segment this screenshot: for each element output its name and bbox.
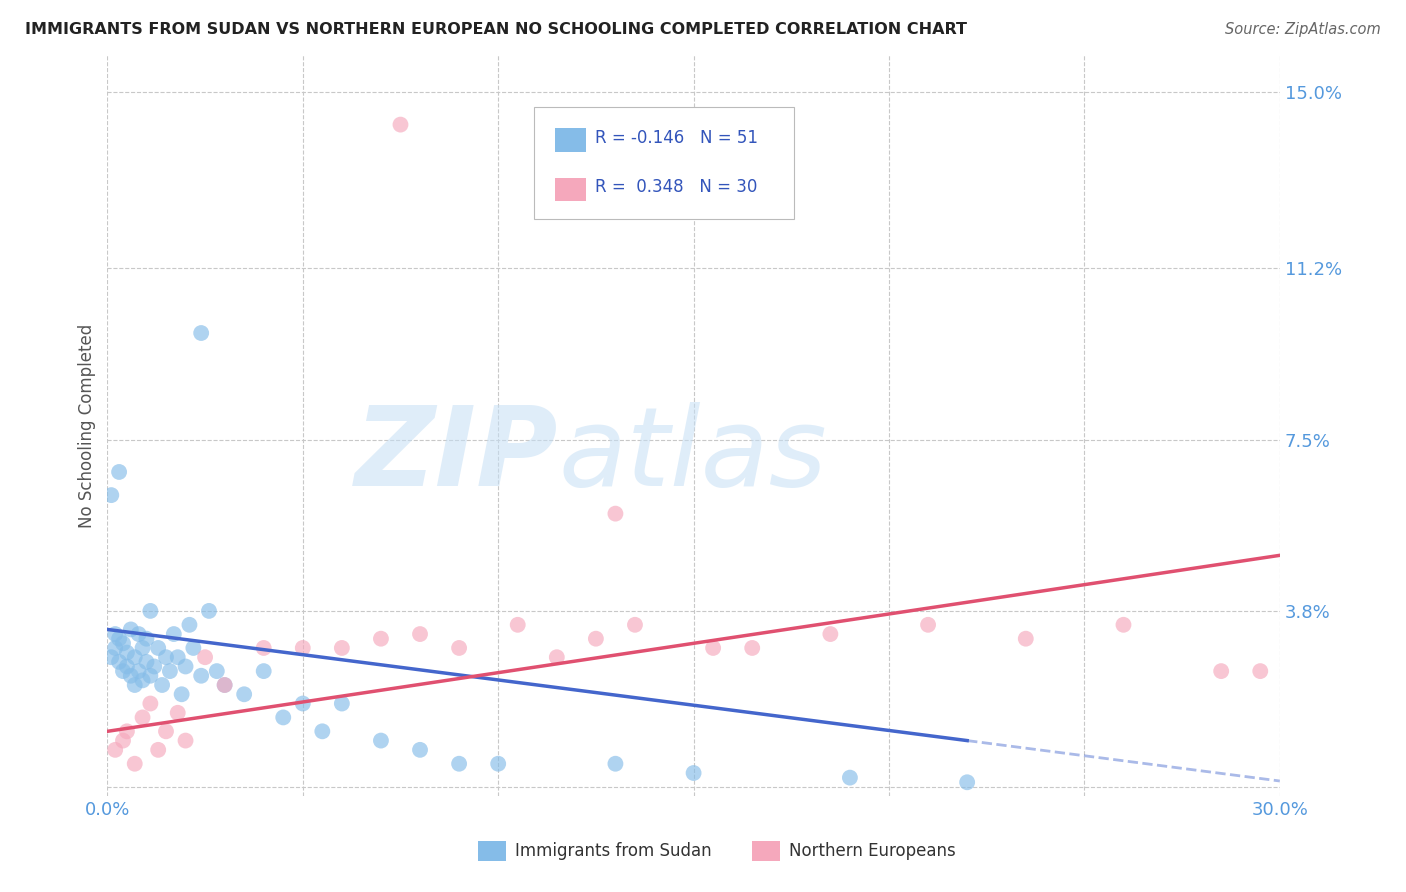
- Point: [139, 604, 162, 618]
- Point: [741, 640, 763, 655]
- Point: [104, 627, 127, 641]
- Point: [131, 640, 153, 655]
- Point: [449, 640, 471, 655]
- Point: [115, 724, 138, 739]
- Point: [605, 507, 627, 521]
- Y-axis label: No Schooling Completed: No Schooling Completed: [79, 324, 96, 528]
- Text: ZIP: ZIP: [356, 401, 558, 508]
- Point: [104, 743, 127, 757]
- Point: [449, 756, 471, 771]
- Point: [131, 710, 153, 724]
- Point: [183, 640, 205, 655]
- Point: [128, 627, 150, 641]
- Point: [198, 604, 221, 618]
- Point: [917, 617, 939, 632]
- Point: [271, 710, 294, 724]
- Point: [124, 678, 146, 692]
- Point: [190, 326, 212, 340]
- Point: [143, 659, 166, 673]
- Point: [124, 756, 146, 771]
- Text: Source: ZipAtlas.com: Source: ZipAtlas.com: [1225, 22, 1381, 37]
- Point: [682, 766, 704, 780]
- Point: [702, 640, 724, 655]
- Point: [166, 706, 188, 720]
- Point: [131, 673, 153, 688]
- Point: [163, 627, 186, 641]
- Point: [108, 632, 131, 646]
- Text: atlas: atlas: [558, 401, 827, 508]
- Point: [139, 669, 162, 683]
- Point: [115, 646, 138, 660]
- Point: [389, 118, 412, 132]
- Point: [148, 640, 170, 655]
- Point: [1211, 664, 1233, 678]
- Text: R = -0.146   N = 51: R = -0.146 N = 51: [595, 129, 758, 147]
- Point: [546, 650, 568, 665]
- Point: [311, 724, 333, 739]
- Point: [1249, 664, 1271, 678]
- Point: [291, 697, 314, 711]
- Point: [370, 632, 392, 646]
- Point: [120, 669, 142, 683]
- Text: R =  0.348   N = 30: R = 0.348 N = 30: [595, 178, 756, 196]
- Point: [370, 733, 392, 747]
- Point: [100, 488, 122, 502]
- Point: [174, 733, 197, 747]
- Point: [291, 640, 314, 655]
- Point: [139, 697, 162, 711]
- Point: [1015, 632, 1038, 646]
- Point: [174, 659, 197, 673]
- Point: [148, 743, 170, 757]
- Point: [1112, 617, 1135, 632]
- Point: [124, 650, 146, 665]
- Point: [150, 678, 173, 692]
- Point: [330, 697, 353, 711]
- Point: [838, 771, 860, 785]
- Point: [155, 724, 177, 739]
- Point: [506, 617, 529, 632]
- Point: [409, 627, 432, 641]
- Point: [253, 640, 276, 655]
- Point: [205, 664, 228, 678]
- Point: [605, 756, 627, 771]
- Text: Immigrants from Sudan: Immigrants from Sudan: [515, 842, 711, 860]
- Point: [120, 623, 142, 637]
- Point: [190, 669, 212, 683]
- Point: [194, 650, 217, 665]
- Point: [135, 632, 157, 646]
- Point: [253, 664, 276, 678]
- Point: [104, 640, 127, 655]
- Point: [100, 650, 122, 665]
- Point: [233, 687, 256, 701]
- Point: [330, 640, 353, 655]
- Point: [128, 664, 150, 678]
- Point: [170, 687, 193, 701]
- Point: [111, 664, 134, 678]
- Point: [214, 678, 236, 692]
- Point: [155, 650, 177, 665]
- Point: [135, 655, 157, 669]
- Point: [166, 650, 188, 665]
- Point: [409, 743, 432, 757]
- Point: [108, 465, 131, 479]
- Point: [585, 632, 607, 646]
- Point: [956, 775, 979, 789]
- Point: [111, 733, 134, 747]
- Point: [115, 659, 138, 673]
- Point: [486, 756, 509, 771]
- Text: Northern Europeans: Northern Europeans: [789, 842, 956, 860]
- Point: [214, 678, 236, 692]
- Point: [179, 617, 201, 632]
- Point: [111, 636, 134, 650]
- Text: IMMIGRANTS FROM SUDAN VS NORTHERN EUROPEAN NO SCHOOLING COMPLETED CORRELATION CH: IMMIGRANTS FROM SUDAN VS NORTHERN EUROPE…: [25, 22, 967, 37]
- Point: [624, 617, 647, 632]
- Point: [820, 627, 842, 641]
- Point: [108, 655, 131, 669]
- Point: [159, 664, 181, 678]
